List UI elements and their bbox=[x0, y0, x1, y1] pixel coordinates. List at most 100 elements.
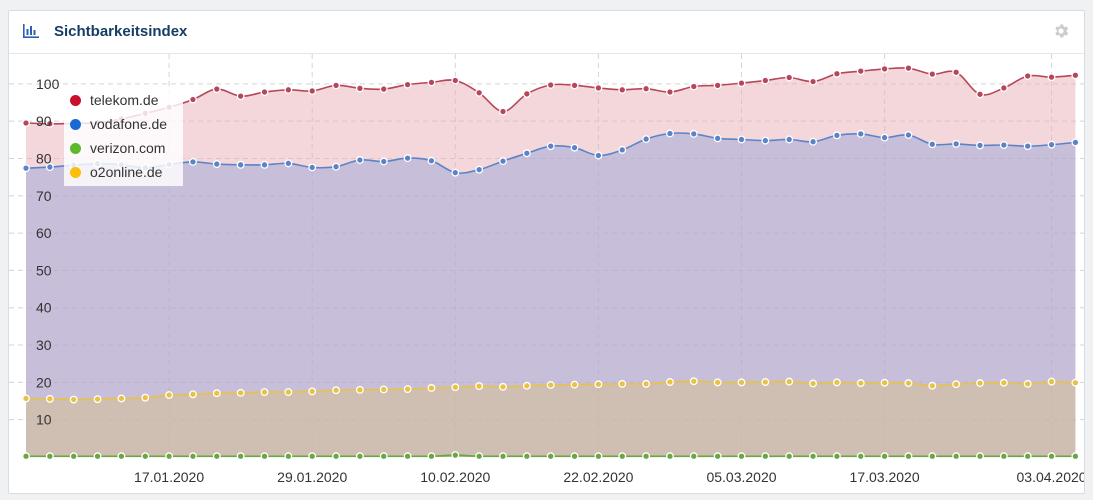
data-point-vodafone-de bbox=[499, 157, 507, 166]
data-point-telekom-de bbox=[1047, 73, 1056, 82]
data-point-verizon-com bbox=[93, 452, 102, 461]
data-point-verizon-com bbox=[976, 452, 984, 461]
visibility-index-panel: Sichtbarkeitsindex 10 20 30 40 50 60 70 80 90 100… bbox=[8, 10, 1085, 494]
data-point-telekom-de bbox=[642, 84, 651, 93]
x-tick-label: 17.03.2020 bbox=[850, 469, 920, 485]
data-point-vodafone-de bbox=[284, 159, 293, 168]
data-point-telekom-de bbox=[45, 119, 54, 128]
chart-area: 10 20 30 40 50 60 70 80 90 100 17.01.2020 29.01.202… bbox=[9, 54, 1084, 485]
data-point-vodafone-de bbox=[22, 164, 30, 173]
data-point-telekom-de bbox=[856, 67, 865, 76]
data-point-verizon-com bbox=[785, 452, 794, 461]
y-tick-label: 30 bbox=[36, 337, 52, 353]
data-point-vodafone-de bbox=[666, 129, 674, 138]
data-point-telekom-de bbox=[475, 88, 484, 97]
data-point-telekom-de bbox=[880, 64, 889, 73]
legend-item-verizon[interactable]: verizon.com bbox=[70, 138, 165, 158]
x-tick-label: 22.02.2020 bbox=[563, 469, 633, 485]
data-point-vodafone-de bbox=[976, 141, 984, 150]
data-point-telekom-de bbox=[952, 68, 961, 77]
data-point-verizon-com bbox=[522, 452, 531, 461]
data-point-telekom-de bbox=[188, 95, 197, 104]
x-tick-label: 10.02.2020 bbox=[420, 469, 490, 485]
data-point-verizon-com bbox=[1047, 452, 1056, 461]
data-point-verizon-com bbox=[570, 452, 579, 461]
data-point-verizon-com bbox=[546, 452, 555, 461]
legend-item-vodafone[interactable]: vodafone.de bbox=[70, 114, 167, 134]
data-point-telekom-de bbox=[809, 77, 817, 86]
data-point-o2online-de bbox=[45, 394, 54, 403]
data-point-telekom-de bbox=[451, 76, 460, 85]
data-point-vodafone-de bbox=[45, 163, 54, 172]
data-point-o2online-de bbox=[1047, 377, 1056, 386]
data-point-vodafone-de bbox=[236, 160, 245, 169]
data-point-verizon-com bbox=[117, 452, 126, 461]
data-point-vodafone-de bbox=[451, 168, 460, 177]
data-point-o2online-de bbox=[117, 394, 126, 403]
data-point-o2online-de bbox=[832, 378, 841, 387]
legend-label-vodafone: vodafone.de bbox=[90, 116, 168, 132]
y-tick-label: 50 bbox=[36, 262, 52, 278]
gear-icon[interactable] bbox=[1052, 22, 1070, 40]
data-point-verizon-com bbox=[188, 452, 197, 461]
data-point-o2online-de bbox=[952, 380, 961, 389]
data-point-telekom-de bbox=[976, 90, 984, 99]
data-point-telekom-de bbox=[570, 81, 579, 90]
data-point-telekom-de bbox=[689, 82, 698, 91]
data-point-verizon-com bbox=[928, 452, 937, 461]
data-point-telekom-de bbox=[332, 81, 340, 90]
data-point-o2online-de bbox=[22, 394, 30, 403]
data-point-telekom-de bbox=[379, 85, 388, 94]
data-point-vodafone-de bbox=[952, 139, 961, 148]
legend-item-telekom[interactable]: telekom.de bbox=[70, 90, 158, 110]
data-point-vodafone-de bbox=[999, 141, 1008, 149]
chart-legend: telekom.de vodafone.de verizon.com o2onl… bbox=[64, 88, 183, 186]
data-point-telekom-de bbox=[427, 78, 436, 87]
data-point-verizon-com bbox=[594, 452, 603, 461]
x-tick-label: 17.01.2020 bbox=[134, 469, 204, 485]
data-point-o2online-de bbox=[642, 379, 651, 388]
data-point-verizon-com bbox=[165, 452, 174, 461]
data-point-vodafone-de bbox=[785, 135, 794, 144]
data-point-vodafone-de bbox=[856, 129, 865, 138]
data-point-o2online-de bbox=[379, 385, 388, 394]
data-point-telekom-de bbox=[522, 89, 531, 98]
legend-dot-vodafone bbox=[70, 118, 81, 130]
data-point-o2online-de bbox=[403, 385, 412, 394]
data-point-verizon-com bbox=[832, 452, 841, 461]
data-point-verizon-com bbox=[332, 452, 340, 461]
data-point-telekom-de bbox=[1023, 72, 1032, 80]
data-point-vodafone-de bbox=[188, 157, 197, 166]
y-tick-label: 10 bbox=[36, 412, 52, 428]
legend-label-verizon: verizon.com bbox=[90, 140, 166, 156]
data-point-verizon-com bbox=[236, 452, 245, 461]
data-point-verizon-com bbox=[904, 452, 913, 461]
data-point-o2online-de bbox=[928, 381, 937, 390]
data-point-vodafone-de bbox=[355, 156, 364, 164]
y-tick-label: 90 bbox=[36, 113, 52, 129]
data-point-vodafone-de bbox=[546, 142, 555, 151]
data-point-o2online-de bbox=[212, 389, 221, 398]
data-point-o2online-de bbox=[689, 377, 698, 386]
data-point-vodafone-de bbox=[1071, 138, 1080, 147]
data-point-vodafone-de bbox=[308, 163, 317, 172]
data-point-verizon-com bbox=[475, 452, 484, 461]
legend-dot-o2online bbox=[70, 166, 81, 178]
data-point-o2online-de bbox=[141, 393, 150, 402]
data-point-verizon-com bbox=[999, 452, 1008, 461]
data-point-vodafone-de bbox=[761, 136, 770, 145]
data-point-o2online-de bbox=[522, 381, 531, 390]
data-point-verizon-com bbox=[403, 452, 412, 461]
data-point-o2online-de bbox=[999, 378, 1008, 387]
data-point-vodafone-de bbox=[904, 131, 913, 139]
data-point-vodafone-de bbox=[928, 140, 937, 149]
data-point-vodafone-de bbox=[332, 162, 340, 171]
data-point-telekom-de bbox=[308, 86, 317, 95]
data-point-vodafone-de bbox=[570, 143, 579, 152]
y-tick-label: 20 bbox=[36, 374, 52, 390]
data-point-verizon-com bbox=[284, 452, 293, 461]
data-point-o2online-de bbox=[761, 378, 770, 386]
x-tick-label: 05.03.2020 bbox=[706, 469, 776, 485]
data-point-verizon-com bbox=[618, 452, 627, 461]
legend-item-o2online[interactable]: o2online.de bbox=[70, 162, 162, 182]
